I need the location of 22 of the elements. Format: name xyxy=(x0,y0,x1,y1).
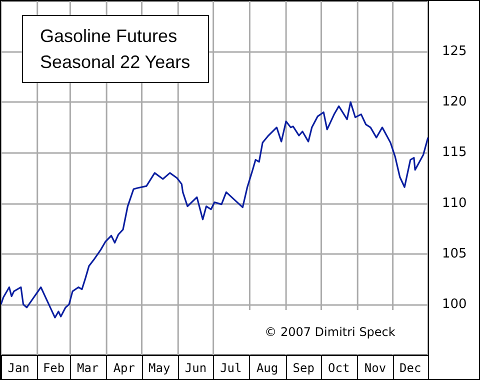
x-tick-label: Jun xyxy=(184,361,207,375)
y-tick-label: 105 xyxy=(442,246,467,262)
y-tick-label: 115 xyxy=(442,145,467,160)
y-tick-label: 125 xyxy=(442,44,467,60)
x-tick-label: Jul xyxy=(220,361,242,375)
y-tick-label: 110 xyxy=(442,196,467,211)
x-tick-label: Jan xyxy=(8,361,30,375)
annotation: © 2007 Dimitri Speck xyxy=(264,325,396,339)
x-tick-label: Dec xyxy=(400,361,422,375)
text: Seasonal 22 Years xyxy=(40,52,190,72)
x-tick-label: Sep xyxy=(292,361,314,375)
x-tick-label: Aug xyxy=(256,361,278,375)
x-tick-label: Oct xyxy=(328,361,350,375)
line-series xyxy=(0,101,429,318)
y-tick-label: 100 xyxy=(442,296,467,312)
x-tick-label: Nov xyxy=(364,361,386,375)
y-tick-label: 120 xyxy=(442,94,467,110)
x-tick-label: Feb xyxy=(42,361,65,375)
text: Gasoline Futures xyxy=(40,26,178,46)
x-tick-label: Apr xyxy=(113,361,136,375)
x-tick-label: May xyxy=(148,361,170,375)
x-tick-label: Mar xyxy=(76,361,99,375)
